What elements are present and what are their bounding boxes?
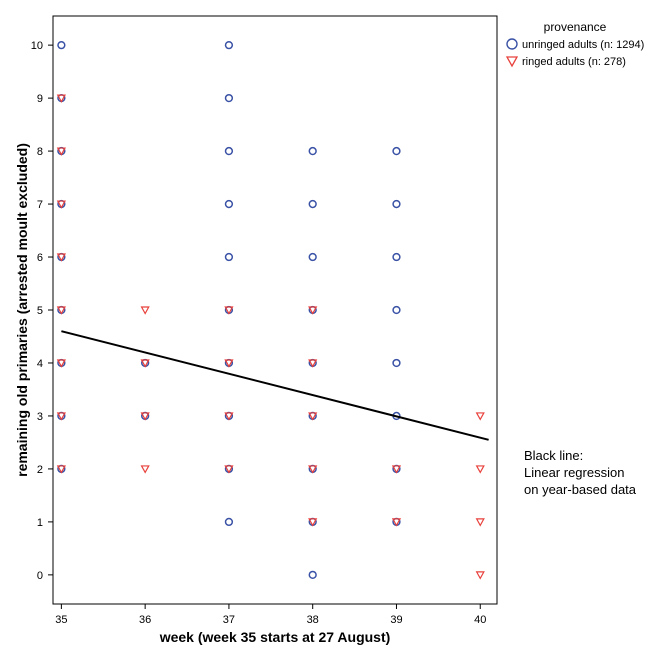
point-ringed <box>475 465 485 474</box>
point-ringed <box>56 306 66 315</box>
note-line-2: Linear regression <box>524 465 624 480</box>
point-unringed <box>308 252 317 262</box>
point-ringed <box>140 306 150 315</box>
point-ringed <box>308 465 318 474</box>
point-unringed <box>224 199 234 209</box>
x-tick-label: 37 <box>223 614 235 626</box>
point-ringed <box>308 412 318 421</box>
y-tick-label: 9 <box>37 93 43 105</box>
point-unringed <box>392 252 401 262</box>
point-ringed <box>391 465 402 474</box>
point-ringed <box>140 465 150 474</box>
data-points <box>56 40 485 580</box>
x-tick-label: 40 <box>474 614 486 626</box>
point-unringed <box>224 252 234 262</box>
point-unringed <box>308 146 317 156</box>
point-ringed <box>475 518 485 527</box>
y-tick-label: 0 <box>37 570 43 582</box>
point-ringed <box>391 518 402 527</box>
point-ringed <box>224 306 234 315</box>
y-tick-label: 3 <box>37 411 43 423</box>
y-axis-title: remaining old primaries (arrested moult … <box>14 143 30 477</box>
point-ringed <box>308 306 318 315</box>
regression-line <box>61 330 489 441</box>
legend-entry-ringed: ringed adults (n: 278) <box>522 56 626 68</box>
axis-ticks: 35 36 37 38 39 40 0 1 2 3 4 5 6 7 8 9 10 <box>31 40 487 626</box>
x-axis-title: week (week 35 starts at 27 August) <box>159 629 391 645</box>
y-tick-label: 7 <box>37 199 43 211</box>
point-unringed <box>392 199 401 209</box>
regression-note: Black line: Linear regression on year-ba… <box>524 448 637 497</box>
note-line-3: on year-based data <box>524 482 637 497</box>
point-ringed <box>56 200 66 209</box>
point-ringed <box>56 412 66 421</box>
point-ringed <box>224 412 234 421</box>
point-ringed <box>56 359 66 368</box>
point-ringed <box>140 359 150 368</box>
point-unringed <box>224 93 234 103</box>
point-unringed <box>392 305 401 315</box>
y-tick-label: 1 <box>37 517 43 529</box>
y-tick-label: 2 <box>37 464 43 476</box>
point-unringed <box>224 40 234 50</box>
legend-entry-unringed: unringed adults (n: 1294) <box>522 39 644 51</box>
point-unringed <box>308 199 317 209</box>
y-tick-label: 6 <box>37 252 43 264</box>
point-unringed <box>308 570 317 580</box>
point-unringed <box>57 40 66 50</box>
x-tick-label: 36 <box>139 614 151 626</box>
legend-triangle-icon <box>505 56 519 68</box>
point-ringed <box>56 253 66 262</box>
x-tick-label: 39 <box>390 614 402 626</box>
point-unringed <box>392 146 401 156</box>
point-ringed <box>308 518 318 527</box>
y-tick-label: 10 <box>31 40 43 52</box>
point-ringed <box>224 465 234 474</box>
point-ringed <box>475 571 485 580</box>
y-tick-label: 5 <box>37 305 43 317</box>
regression-layer <box>61 330 489 441</box>
y-tick-label: 8 <box>37 146 43 158</box>
point-unringed <box>224 146 234 156</box>
legend: provenance unringed adults (n: 1294) rin… <box>505 20 644 68</box>
point-ringed <box>475 412 485 421</box>
x-tick-label: 35 <box>55 614 67 626</box>
point-ringed <box>56 465 66 474</box>
x-tick-label: 38 <box>307 614 319 626</box>
point-ringed <box>308 359 318 368</box>
legend-title: provenance <box>544 20 607 34</box>
plot-frame <box>52 15 498 605</box>
legend-circle-icon <box>506 38 518 50</box>
point-unringed <box>392 358 401 368</box>
point-ringed <box>224 359 234 368</box>
point-unringed <box>224 517 234 527</box>
point-ringed <box>140 412 150 421</box>
y-tick-label: 4 <box>37 358 43 370</box>
point-ringed <box>56 94 66 103</box>
point-ringed <box>56 147 66 156</box>
note-line-1: Black line: <box>524 448 583 463</box>
